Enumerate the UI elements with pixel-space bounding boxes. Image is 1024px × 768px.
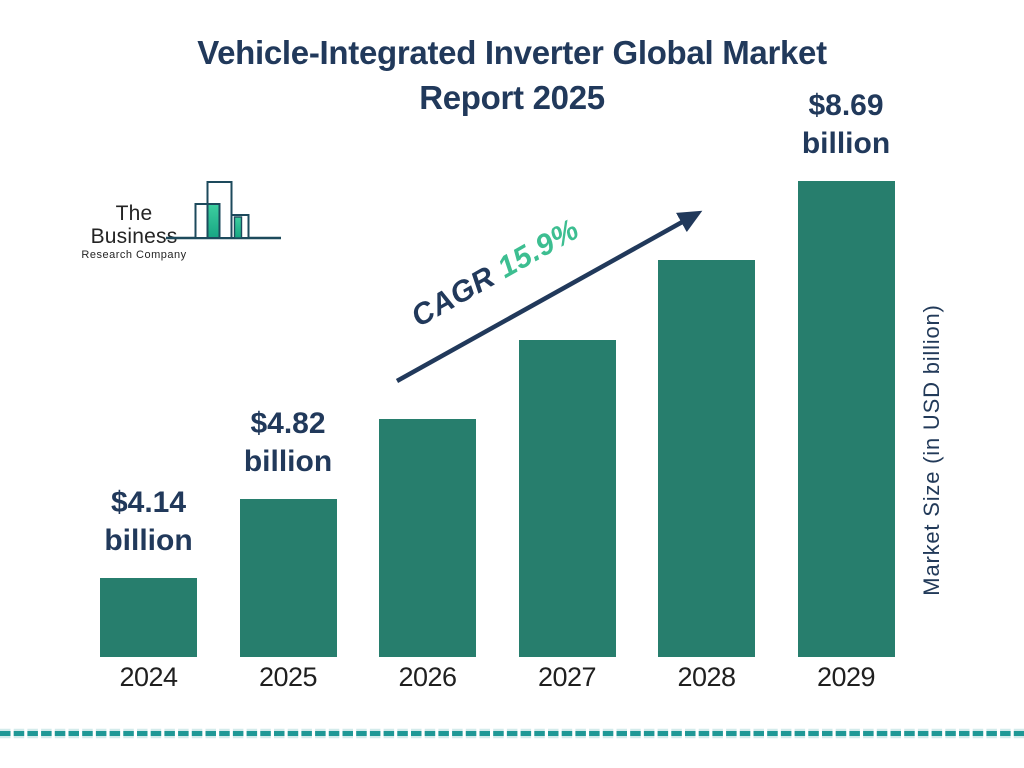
bar-2028 xyxy=(658,260,755,657)
bar-2029 xyxy=(797,180,895,657)
chart-title: Vehicle-Integrated Inverter Global Marke… xyxy=(0,30,1024,120)
year-label-2025: 2025 xyxy=(258,662,318,692)
chart-title-line1: Vehicle-Integrated Inverter Global Marke… xyxy=(197,34,827,71)
logo-company-subname: Research Company xyxy=(81,249,187,261)
value-unit-2029: billion xyxy=(801,126,891,160)
year-label-2026: 2026 xyxy=(398,662,457,692)
logo-bars-icon xyxy=(166,181,281,240)
year-label-2028: 2028 xyxy=(677,662,736,692)
year-label-2024: 2024 xyxy=(119,662,178,692)
value-unit-2024: billion xyxy=(104,524,193,557)
bar-2025 xyxy=(239,498,337,657)
bottom-dashed-line xyxy=(0,728,1024,739)
value-label-2029: $8.69 billion xyxy=(756,87,936,163)
bar-2024 xyxy=(100,578,197,657)
value-amount-2029: $8.69 xyxy=(808,88,884,122)
value-unit-2025: billion xyxy=(243,444,333,478)
value-amount-2025: $4.82 xyxy=(250,406,326,440)
chart-title-line2: Report 2025 xyxy=(419,79,605,116)
y-axis-label: Market Size (in USD billion) xyxy=(919,304,944,596)
cagr-percentage: 15.9% xyxy=(492,212,585,285)
value-amount-2024: $4.14 xyxy=(110,486,187,519)
cagr-word: CAGR xyxy=(405,260,501,334)
company-logo: The Business Research Company xyxy=(74,202,194,261)
year-label-2029: 2029 xyxy=(816,662,876,692)
bar-2026 xyxy=(379,419,476,657)
bar-2027 xyxy=(518,339,616,657)
value-label-2024: $4.14 billion xyxy=(59,484,239,560)
year-label-2027: 2027 xyxy=(537,662,597,692)
cagr-label: CAGR 15.9% xyxy=(391,205,604,352)
logo-company-name: The Business xyxy=(90,202,178,248)
value-label-2025: $4.82 billion xyxy=(198,405,378,481)
